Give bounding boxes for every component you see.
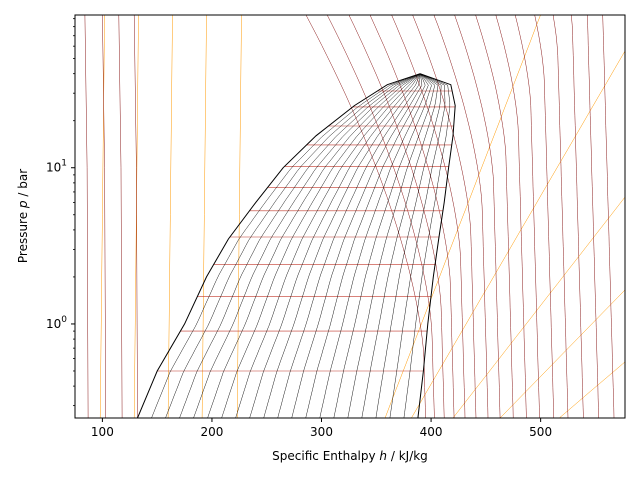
quality-line (361, 73, 439, 418)
isentrope-line (201, 15, 207, 418)
isentrope-line (411, 50, 625, 418)
quality-line (319, 73, 429, 418)
quality-line (375, 73, 442, 418)
quality-line (151, 73, 421, 418)
isotherm-line (118, 15, 123, 418)
y-tick-base: 10 (46, 317, 61, 331)
isentrope-line (452, 196, 625, 418)
plot-background (75, 15, 625, 418)
plot-frame (74, 14, 626, 419)
quality-line (403, 73, 451, 418)
y-tick-exponent: 0 (61, 315, 67, 325)
isotherm-line (102, 15, 106, 418)
isotherm-line (133, 15, 138, 418)
isotherm-line (475, 15, 514, 418)
isotherm-line (391, 15, 466, 418)
isotherm-line (433, 15, 489, 418)
x-axis-label-symbol: h (379, 449, 387, 463)
x-axis-label-prefix: Specific Enthalpy (272, 449, 379, 463)
isotherm-line (305, 15, 426, 418)
isotherm-line (552, 15, 569, 418)
isentrope-line (99, 15, 105, 418)
quality-line (277, 73, 421, 418)
y-axis-label-prefix: Pressure (16, 208, 30, 263)
isotherm-line (326, 15, 435, 418)
isentrope-line (499, 289, 625, 418)
x-tick-label: 300 (310, 425, 333, 439)
quality-line (347, 73, 436, 418)
y-axis-label-symbol: p (16, 200, 30, 209)
quality-line (263, 73, 421, 418)
quality-line (235, 73, 421, 418)
isotherm-line (412, 15, 477, 418)
y-tick-label: 100 (46, 315, 67, 331)
y-axis-label-suffix: / bar (16, 169, 30, 201)
isotherm-line (84, 15, 89, 418)
isotherm-line (369, 15, 455, 418)
isentrope-line (236, 15, 242, 418)
quality-line (221, 73, 421, 418)
x-tick-label: 100 (91, 425, 114, 439)
y-axis-label: Pressure p / bar (16, 169, 30, 263)
quality-line (291, 73, 423, 418)
y-tick-label: 101 (46, 159, 67, 175)
isotherm-line (587, 15, 599, 418)
quality-line (207, 73, 421, 418)
x-axis-label-suffix: / kJ/kg (387, 449, 428, 463)
quality-line (179, 73, 421, 418)
isotherm-line (495, 15, 527, 418)
saturated-vapor-line (417, 73, 456, 418)
x-axis-label: Specific Enthalpy h / kJ/kg (272, 449, 428, 463)
isotherm-line (514, 15, 540, 418)
saturated-liquid-line (137, 73, 421, 418)
quality-line (333, 73, 432, 418)
y-tick-base: 10 (46, 161, 61, 175)
quality-line (389, 73, 446, 418)
quality-line (193, 73, 421, 418)
isotherm-line (534, 15, 555, 418)
quality-line (165, 73, 421, 418)
isotherm-line (454, 15, 501, 418)
x-tick-label: 400 (420, 425, 443, 439)
x-axis-ticks: 100 200 300 400 500 (91, 418, 552, 439)
isentrope-line (384, 15, 541, 418)
x-tick-label: 200 (200, 425, 223, 439)
isotherm-line (571, 15, 584, 418)
isotherm-line (602, 15, 615, 418)
y-tick-exponent: 1 (61, 159, 67, 169)
isotherm-line (348, 15, 445, 418)
curve-layer (84, 15, 625, 418)
quality-line (249, 73, 421, 418)
quality-line (305, 73, 426, 418)
x-tick-label: 500 (529, 425, 552, 439)
